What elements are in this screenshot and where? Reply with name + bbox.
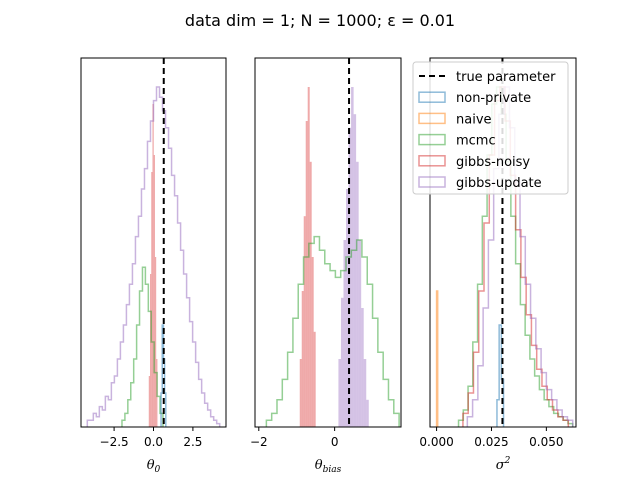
hist-bar-gibbs-noisy bbox=[151, 172, 153, 427]
hist-gibbs-update bbox=[86, 86, 221, 427]
legend-entry: non-private bbox=[418, 91, 531, 106]
hist-bar-gibbs-noisy bbox=[153, 155, 155, 427]
legend-label: true parameter bbox=[456, 70, 556, 85]
legend-swatch bbox=[418, 176, 446, 188]
hist-step-gibbs-update bbox=[86, 86, 221, 427]
hist-bar-gibbs-noisy bbox=[303, 216, 306, 427]
hist-bar-gibbs-update bbox=[361, 308, 364, 427]
hist-bar-gibbs-update bbox=[358, 240, 362, 427]
hist-bar-gibbs-update bbox=[338, 359, 341, 427]
x-tick-label: 0.0 bbox=[144, 435, 163, 449]
legend-swatch bbox=[418, 133, 446, 146]
x-tick-label: 0 bbox=[331, 435, 339, 449]
x-axis-label: θbias bbox=[315, 458, 342, 475]
legend-entry: gibbs-noisy bbox=[418, 155, 530, 170]
hist-bar-gibbs-update bbox=[363, 359, 367, 427]
hist-bar-gibbs-noisy bbox=[313, 331, 316, 427]
hist-bar-gibbs-update bbox=[351, 87, 354, 427]
hist-bar-gibbs-noisy bbox=[148, 376, 151, 427]
hist-step-mcmc bbox=[457, 86, 574, 427]
legend-label: mcmc bbox=[456, 134, 496, 149]
hist-gibbs-update bbox=[466, 86, 574, 427]
x-axis-label: σ2 bbox=[496, 456, 511, 473]
hist-bar-gibbs-update bbox=[343, 240, 347, 427]
hist-bar-gibbs-update bbox=[340, 297, 344, 427]
hist-step-mcmc bbox=[121, 266, 164, 427]
hist-step-gibbs-update bbox=[466, 86, 574, 427]
x-axis-label: θ0 bbox=[147, 458, 161, 475]
hist-bar-gibbs-update bbox=[353, 114, 357, 427]
x-tick-label: 2.5 bbox=[183, 435, 202, 449]
legend-entry: gibbs-update bbox=[418, 176, 542, 191]
legend: true parameter non-private naive mcmc gibbs-… bbox=[412, 61, 569, 195]
legend-entry: naive bbox=[418, 112, 492, 127]
hist-bar-gibbs-update bbox=[348, 127, 352, 428]
legend-swatch bbox=[418, 155, 446, 167]
hist-gibbs-update bbox=[338, 87, 369, 428]
legend-swatch bbox=[418, 112, 446, 125]
legend-label: gibbs-update bbox=[456, 176, 542, 191]
hist-bar-gibbs-noisy bbox=[309, 161, 312, 428]
x-tick-label: −2 bbox=[250, 435, 268, 449]
chart-title: data dim = 1; N = 1000; ε = 0.01 bbox=[185, 11, 455, 30]
x-tick-label: 0.050 bbox=[529, 435, 563, 449]
hist-bar-gibbs-noisy bbox=[299, 359, 302, 427]
hist-bar-gibbs-noisy bbox=[305, 121, 308, 427]
hist-naive bbox=[435, 290, 439, 427]
legend-label: gibbs-noisy bbox=[456, 155, 530, 170]
legend-label: non-private bbox=[456, 91, 531, 106]
hist-bar-gibbs-update bbox=[346, 189, 349, 427]
hist-bar-gibbs-update bbox=[366, 399, 369, 427]
hist-mcmc bbox=[121, 266, 164, 427]
legend-swatch bbox=[418, 91, 446, 103]
axes-frame bbox=[429, 57, 577, 428]
hist-bar-gibbs-noisy bbox=[150, 274, 152, 427]
x-tick-label: 0.025 bbox=[474, 435, 508, 449]
hist-gibbs-noisy bbox=[148, 104, 158, 427]
hist-step-gibbs-noisy bbox=[462, 86, 570, 427]
hist-mcmc bbox=[457, 86, 574, 427]
axes-frame bbox=[254, 57, 402, 428]
panel-1: −2.5 0.0 2.5 θ0 bbox=[80, 57, 227, 475]
hist-step-naive bbox=[435, 290, 439, 427]
hist-step-mcmc bbox=[265, 235, 400, 427]
hist-bar-gibbs-noisy bbox=[154, 257, 157, 427]
hist-bar-gibbs-noisy bbox=[311, 257, 314, 427]
panels: −2.5 0.0 2.5 θ0 −2 0 θbias 0.000 0.025 0.050 σ2 bbox=[80, 57, 577, 475]
panel-2: −2 0 θbias bbox=[250, 57, 402, 475]
hist-mcmc bbox=[265, 235, 400, 427]
x-tick-label: −2.5 bbox=[100, 435, 129, 449]
legend-box bbox=[412, 61, 569, 195]
panel-3: 0.000 0.025 0.050 σ2 bbox=[419, 57, 577, 473]
legend-label: naive bbox=[456, 112, 492, 127]
x-tick-label: 0.000 bbox=[419, 435, 453, 449]
legend-entry: true parameter bbox=[419, 70, 556, 85]
legend-entry: mcmc bbox=[418, 133, 496, 149]
hist-bar-gibbs-noisy bbox=[152, 104, 154, 427]
hist-bar-gibbs-update bbox=[356, 161, 359, 428]
hist-bar-gibbs-noisy bbox=[301, 291, 304, 427]
hist-gibbs-noisy bbox=[462, 86, 570, 427]
